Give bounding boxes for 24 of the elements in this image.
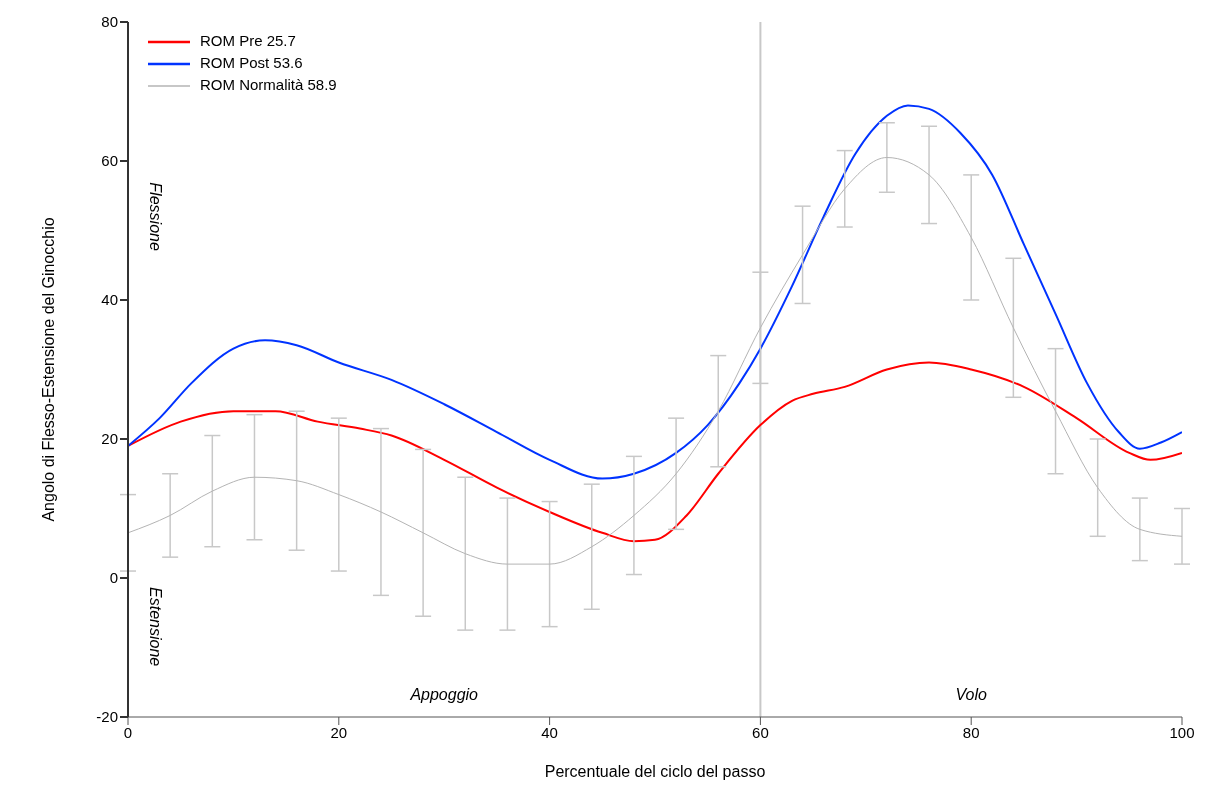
annotation: Volo <box>955 686 988 704</box>
annotation: Appoggio <box>409 686 479 704</box>
line-series <box>128 157 1182 565</box>
legend-label: ROM Pre 25.7 <box>200 31 296 49</box>
y-tick-label: 80 <box>101 13 118 31</box>
x-axis-title: Percentuale del ciclo del passo <box>544 763 766 780</box>
y-axis-title: Angolo di Flesso-Estensione del Ginocchio <box>39 217 57 522</box>
line-series <box>128 104 1182 480</box>
x-tick-label: 40 <box>541 723 558 741</box>
y-tick-label: -20 <box>96 708 118 726</box>
y-tick-label: 20 <box>101 430 118 448</box>
y-tick-label: 40 <box>101 291 118 309</box>
legend-label: ROM Post 53.6 <box>200 53 303 71</box>
y-tick-label: 0 <box>109 569 118 587</box>
x-tick-label: 20 <box>330 723 348 741</box>
x-tick-label: 60 <box>752 723 769 741</box>
x-tick-label: 80 <box>962 723 980 741</box>
legend-label: ROM Normalità 58.9 <box>200 75 337 93</box>
annotation: Flessione <box>147 182 165 251</box>
line-series <box>128 361 1182 543</box>
annotation: Estensione <box>147 587 165 667</box>
x-tick-label: 0 <box>123 723 133 741</box>
y-tick-label: 60 <box>101 152 118 170</box>
x-tick-label: 100 <box>1169 723 1195 741</box>
